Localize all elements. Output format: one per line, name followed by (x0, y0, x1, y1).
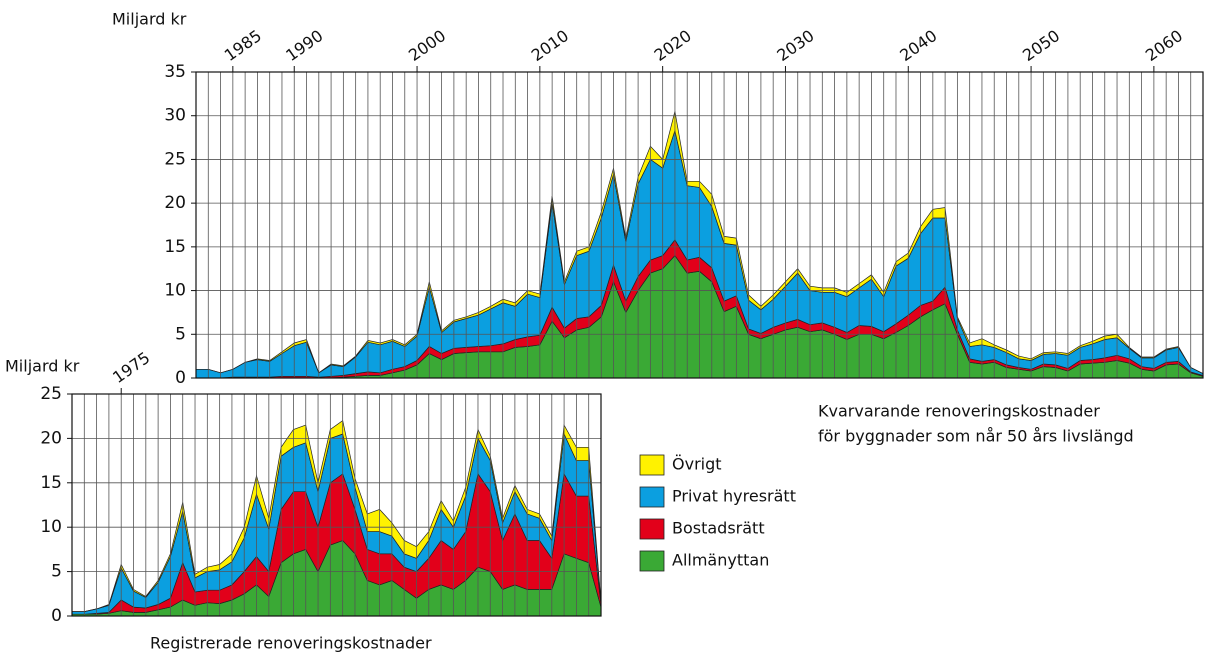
plot-frame (195, 71, 1204, 379)
x-tick-label: 2000 (405, 26, 449, 65)
caption: för byggnader som når 50 års livslängd (818, 427, 1134, 446)
y-tick-label: 5 (51, 562, 62, 582)
y-tick-label: 25 (40, 384, 62, 404)
legend-swatch (639, 550, 665, 572)
y-tick-label: 10 (164, 281, 186, 301)
y-tick-label: 5 (175, 324, 186, 344)
y-tick-label: 0 (175, 368, 186, 388)
y-tick-label: 30 (164, 106, 186, 126)
x-tick-label: 1985 (221, 26, 265, 65)
legend-label: Allmänyttan (672, 551, 769, 570)
x-tick-label: 1990 (282, 26, 326, 65)
x-tick-label: 2040 (896, 26, 940, 65)
legend-swatch (639, 486, 665, 508)
legend-swatch (639, 518, 665, 540)
y-tick-label: 25 (164, 149, 186, 169)
y-tick-label: 10 (40, 517, 62, 537)
caption: Kvarvarande renoveringskostnader (818, 402, 1100, 421)
y-axis-label: Miljard kr (112, 10, 187, 29)
y-axis-label: Miljard kr (5, 357, 80, 376)
x-tick-label: 2060 (1142, 26, 1186, 65)
y-tick-label: 0 (51, 606, 62, 626)
y-tick-label: 15 (40, 473, 62, 493)
x-tick-label: 2010 (528, 26, 572, 65)
y-tick-label: 20 (40, 428, 62, 448)
plot (195, 71, 1204, 379)
legend-label: Övrigt (672, 455, 722, 474)
x-tick-label: 2020 (651, 26, 695, 65)
legend-label: Privat hyresrätt (672, 487, 796, 506)
caption: Registrerade renoveringskostnader (150, 634, 432, 653)
x-tick-label: 1975 (109, 348, 153, 387)
x-tick-label: 2030 (773, 26, 817, 65)
plot (71, 393, 602, 617)
plot-frame (71, 393, 602, 617)
y-tick-label: 35 (164, 62, 186, 82)
x-tick-label: 2050 (1019, 26, 1063, 65)
legend-swatch (639, 454, 665, 476)
y-tick-label: 20 (164, 193, 186, 213)
legend-label: Bostadsrätt (672, 519, 765, 538)
y-tick-label: 15 (164, 237, 186, 257)
